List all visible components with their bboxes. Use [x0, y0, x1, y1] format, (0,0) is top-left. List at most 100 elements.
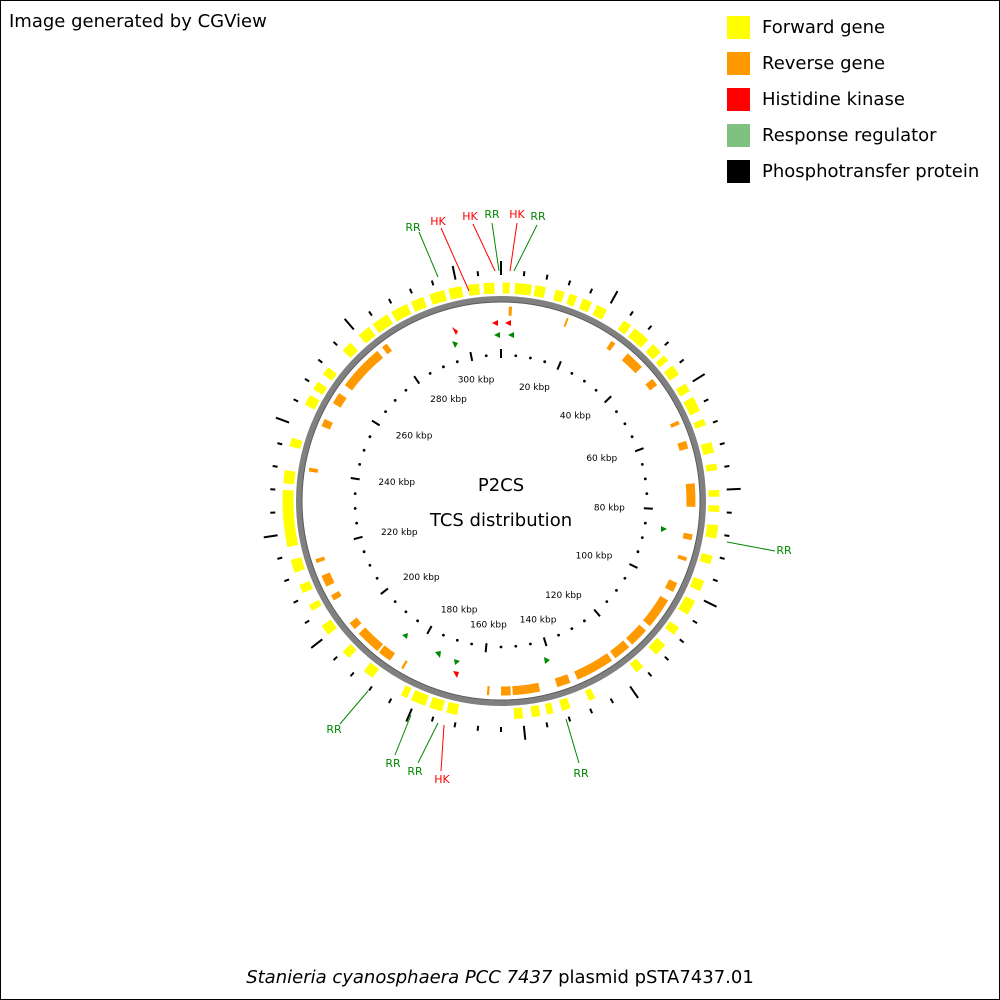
outer-minor-tick: [317, 358, 323, 364]
reverse-gene-arc: [349, 617, 362, 630]
outer-minor-tick: [277, 556, 283, 560]
reverse-gene-arc: [308, 467, 319, 473]
forward-gene-arc: [410, 296, 427, 313]
rr-marker-triangle: [454, 659, 460, 665]
outer-minor-tick: [679, 358, 685, 364]
outer-minor-tick: [664, 655, 670, 661]
outer-minor-tick: [703, 398, 709, 403]
forward-gene-arc: [391, 303, 412, 322]
ruler-kbp-label: 80 kbp: [594, 503, 625, 513]
reverse-gene-arc: [669, 420, 680, 428]
ruler-minor-tick: [353, 492, 357, 496]
reverse-gene-arc: [344, 350, 384, 391]
callout-label-rr: RR: [573, 767, 589, 780]
ruler-minor-tick: [393, 600, 397, 603]
ruler-minor-tick: [428, 371, 432, 375]
ruler-minor-tick: [384, 410, 387, 414]
map-subtitle: TCS distribution: [429, 510, 572, 531]
sequence-name-footer: Stanieria cyanosphaera PCC 7437 plasmid …: [1, 967, 999, 988]
outer-minor-tick: [304, 377, 310, 383]
outer-minor-tick: [284, 578, 290, 583]
ruler-major-tick: [556, 360, 562, 370]
outer-major-tick: [275, 416, 290, 424]
ruler-minor-tick: [570, 627, 574, 631]
forward-gene-arc: [665, 621, 680, 635]
ruler-major-tick: [413, 375, 421, 385]
outer-minor-tick: [647, 671, 653, 677]
rr-marker-triangle: [435, 651, 441, 658]
backbone-ring: [296, 296, 706, 706]
ruler-kbp-label: 140 kbp: [520, 615, 557, 625]
reverse-gene-arc: [626, 624, 646, 645]
ruler-major-tick: [628, 563, 638, 569]
outer-minor-tick: [589, 288, 594, 294]
ruler-minor-tick: [570, 371, 574, 375]
callout-label-rr: RR: [405, 221, 421, 234]
outer-minor-tick: [567, 280, 572, 286]
ruler-minor-tick: [353, 506, 357, 510]
rr-marker-triangle: [661, 526, 667, 532]
reverse-gene-arc: [682, 532, 693, 541]
forward-gene-arc: [448, 286, 464, 300]
outer-minor-tick: [712, 578, 718, 583]
reverse-gene-arc: [315, 556, 326, 563]
ruler-minor-tick: [442, 365, 445, 369]
forward-gene-arc: [483, 282, 495, 295]
forward-gene-arc: [655, 355, 669, 368]
callout-leader: [440, 227, 470, 292]
outer-major-tick: [609, 290, 619, 304]
hk-marker-triangle: [452, 327, 458, 335]
forward-gene-arc: [645, 344, 661, 360]
ruler-minor-tick: [362, 448, 366, 452]
hk-marker-triangle: [505, 320, 511, 326]
ruler-kbp-label: 60 kbp: [586, 454, 617, 464]
outer-minor-tick: [522, 271, 526, 277]
ruler-minor-tick: [640, 536, 644, 539]
ruler-major-tick: [350, 476, 360, 481]
ruler-major-tick: [634, 447, 644, 453]
reverse-gene-arc: [645, 378, 658, 391]
outer-minor-tick: [430, 280, 435, 286]
forward-gene-arc: [705, 463, 718, 472]
outer-major-tick: [343, 318, 355, 331]
legend-label: Phosphotransfer protein: [762, 160, 980, 182]
reverse-gene-arc: [332, 393, 347, 408]
callout-leader: [418, 231, 439, 278]
ruler-major-tick: [426, 625, 433, 635]
forward-gene-swatch: [727, 15, 750, 39]
outer-minor-tick: [293, 398, 299, 403]
outer-minor-tick: [476, 725, 480, 731]
ruler-minor-tick: [514, 644, 518, 648]
ruler-major-tick: [593, 608, 601, 617]
ruler-minor-tick: [643, 477, 647, 481]
outer-minor-tick: [719, 556, 725, 560]
cgview-credit: Image generated by CGView: [9, 11, 267, 32]
callout-leader: [513, 224, 538, 272]
ruler-minor-tick: [583, 379, 586, 383]
circular-genome-map: 20 kbp 40 kbp 60 kbp 80 kbp 100 kbp 120 kbp 14…: [263, 208, 792, 786]
forward-gene-arc: [559, 697, 571, 711]
forward-gene-arc: [530, 705, 541, 718]
ruler-minor-tick: [528, 642, 532, 646]
forward-gene-arc: [342, 643, 357, 658]
forward-gene-arc: [283, 470, 296, 485]
ruler-minor-tick: [528, 356, 532, 360]
forward-gene-arc: [566, 293, 578, 307]
forward-gene-arc: [321, 619, 337, 635]
ruler-kbp-label: 260 kbp: [396, 431, 433, 441]
ruler-kbp-label: 200 kbp: [403, 573, 440, 583]
ruler-major-tick: [380, 587, 389, 595]
outer-minor-tick: [692, 619, 698, 625]
legend-label: Histidine kinase: [762, 88, 905, 110]
ruler-kbp-label: 120 kbp: [545, 591, 582, 601]
outer-minor-tick: [408, 288, 413, 294]
forward-gene-arc: [363, 662, 380, 678]
outer-minor-tick: [388, 298, 393, 304]
response-regulator-swatch: [727, 123, 750, 147]
forward-gene-arc: [282, 489, 299, 548]
legend-item-reverse-gene: Reverse gene: [727, 45, 979, 81]
reverse-gene-arc: [642, 595, 669, 627]
outer-major-tick: [629, 685, 639, 699]
forward-gene-arc: [544, 702, 554, 715]
